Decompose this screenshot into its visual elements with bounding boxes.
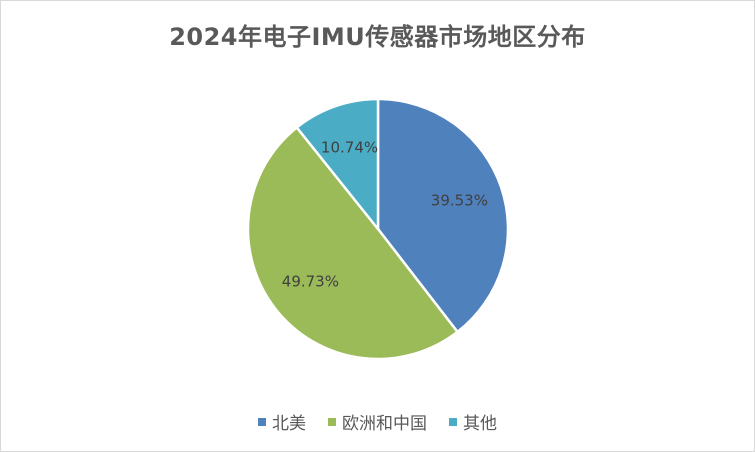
legend-swatch-other (449, 417, 457, 426)
pie-slice-other (295, 97, 380, 231)
pie-slice-north-america (376, 97, 510, 334)
legend-item-other: 其他 (449, 409, 497, 434)
legend-label-europe-china: 欧洲和中国 (342, 414, 427, 434)
legend-swatch-europe-china (328, 417, 336, 426)
data-label-europe-china: 49.73% (282, 273, 339, 291)
legend-label-other: 其他 (463, 414, 497, 434)
legend-item-europe-china: 欧洲和中国 (328, 409, 427, 434)
chart-legend: 北美 欧洲和中国 其他 (1, 409, 754, 434)
pie-slice-europe-china (246, 126, 459, 361)
data-label-other: 10.74% (321, 138, 378, 156)
data-label-north-america: 39.53% (431, 192, 488, 210)
pie-data-labels: 39.53% 49.73% 10.74% (282, 138, 488, 290)
legend-item-north-america: 北美 (258, 409, 306, 434)
chart-title: 2024年电子IMU传感器市场地区分布 (169, 23, 586, 51)
pie-slices (246, 97, 510, 361)
legend-label-north-america: 北美 (272, 414, 306, 434)
legend-swatch-north-america (258, 417, 266, 426)
